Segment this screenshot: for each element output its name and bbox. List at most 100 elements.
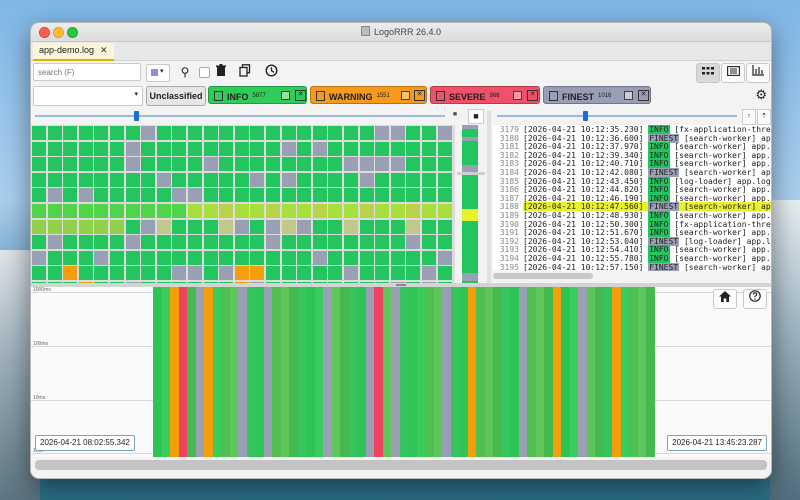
- log-cell[interactable]: [281, 266, 296, 281]
- log-cell[interactable]: [110, 282, 124, 283]
- search-color-picker[interactable]: ▾: [146, 64, 170, 82]
- log-cell[interactable]: [297, 219, 312, 234]
- log-cell[interactable]: [281, 172, 296, 187]
- log-cell[interactable]: [344, 126, 358, 140]
- log-cell[interactable]: [219, 172, 234, 187]
- log-cell[interactable]: [422, 235, 436, 250]
- chart-view-button[interactable]: [746, 63, 770, 83]
- log-cell[interactable]: [375, 282, 390, 283]
- log-cell[interactable]: [188, 141, 202, 156]
- log-cell[interactable]: [110, 126, 124, 140]
- log-cell[interactable]: [141, 266, 156, 281]
- log-cell[interactable]: [219, 235, 234, 250]
- log-cell[interactable]: [437, 250, 452, 265]
- log-cell[interactable]: [188, 235, 202, 250]
- log-cell[interactable]: [266, 282, 280, 283]
- log-cell[interactable]: [281, 188, 296, 203]
- log-cell[interactable]: [203, 188, 218, 203]
- log-cell[interactable]: [188, 219, 202, 234]
- log-cell[interactable]: [110, 235, 124, 250]
- log-cell[interactable]: [390, 204, 405, 218]
- log-cell[interactable]: [297, 266, 312, 281]
- log-cell[interactable]: [328, 172, 343, 187]
- log-cell[interactable]: [390, 219, 405, 234]
- log-cell[interactable]: [125, 157, 140, 172]
- unclassified-toggle[interactable]: Unclassified: [146, 86, 206, 106]
- log-cell[interactable]: [437, 266, 452, 281]
- log-cell[interactable]: [297, 204, 312, 218]
- log-cell[interactable]: [390, 250, 405, 265]
- log-cell[interactable]: [47, 266, 62, 281]
- log-line[interactable]: 3194 [2026-04-21 10:12:55.780] INFO [sear…: [493, 254, 771, 264]
- gear-icon[interactable]: ⚙: [755, 87, 767, 102]
- log-cell[interactable]: [172, 188, 187, 203]
- log-cell[interactable]: [203, 126, 218, 140]
- log-cell[interactable]: [219, 266, 234, 281]
- log-cell[interactable]: [328, 126, 343, 140]
- search-input[interactable]: [33, 63, 141, 81]
- log-cell[interactable]: [344, 250, 358, 265]
- text-view-button[interactable]: [721, 63, 745, 83]
- log-cell[interactable]: [250, 141, 265, 156]
- log-cell[interactable]: [125, 235, 140, 250]
- log-cell[interactable]: [47, 157, 62, 172]
- log-cell[interactable]: [141, 235, 156, 250]
- log-cell[interactable]: [172, 282, 187, 283]
- chip-color-box[interactable]: [401, 91, 410, 100]
- log-line[interactable]: 3184 [2026-04-21 10:12:42.080] FINEST [se…: [493, 168, 771, 178]
- log-cell[interactable]: [78, 266, 93, 281]
- log-cell[interactable]: [312, 141, 327, 156]
- filter-combo[interactable]: ▾: [33, 86, 143, 106]
- log-cell[interactable]: [219, 219, 234, 234]
- log-cell[interactable]: [188, 204, 202, 218]
- log-cell[interactable]: [406, 250, 421, 265]
- log-cell[interactable]: [344, 219, 358, 234]
- log-cell[interactable]: [406, 157, 421, 172]
- log-cell[interactable]: [281, 204, 296, 218]
- log-cell[interactable]: [234, 282, 249, 283]
- log-cell[interactable]: [32, 204, 46, 218]
- log-cell[interactable]: [125, 250, 140, 265]
- filter-chip-severe[interactable]: SEVERE 966 ✕: [430, 86, 540, 104]
- log-cell[interactable]: [78, 219, 93, 234]
- log-cell[interactable]: [94, 235, 109, 250]
- log-cell[interactable]: [78, 141, 93, 156]
- log-cell[interactable]: [390, 235, 405, 250]
- log-cell[interactable]: [172, 126, 187, 140]
- log-line[interactable]: 3195 [2026-04-21 10:12:57.150] FINEST [se…: [493, 262, 771, 271]
- log-cell[interactable]: [94, 157, 109, 172]
- log-cell[interactable]: [110, 250, 124, 265]
- log-cell[interactable]: [156, 235, 171, 250]
- log-cell[interactable]: [250, 172, 265, 187]
- grid-zoom-thumb[interactable]: [134, 111, 139, 121]
- grid-small-icon[interactable]: ■: [452, 111, 458, 118]
- log-cell[interactable]: [375, 266, 390, 281]
- log-cell[interactable]: [266, 172, 280, 187]
- log-cell[interactable]: [203, 204, 218, 218]
- log-cell[interactable]: [110, 204, 124, 218]
- log-cell[interactable]: [141, 141, 156, 156]
- log-cell[interactable]: [375, 157, 390, 172]
- log-cell[interactable]: [375, 204, 390, 218]
- log-cell[interactable]: [156, 157, 171, 172]
- help-icon[interactable]: [743, 289, 767, 309]
- log-cell[interactable]: [422, 157, 436, 172]
- log-cell[interactable]: [422, 188, 436, 203]
- log-cell[interactable]: [344, 282, 358, 283]
- log-cell[interactable]: [188, 266, 202, 281]
- log-cell[interactable]: [203, 141, 218, 156]
- log-cell[interactable]: [437, 219, 452, 234]
- log-cell[interactable]: [156, 141, 171, 156]
- log-cell[interactable]: [141, 250, 156, 265]
- log-cell[interactable]: [78, 188, 93, 203]
- trash-icon[interactable]: [213, 64, 229, 80]
- log-line[interactable]: 3185 [2026-04-21 10:12:43.450] INFO [log-…: [493, 176, 771, 187]
- log-cell[interactable]: [422, 141, 436, 156]
- log-cell[interactable]: [156, 126, 171, 140]
- log-cell[interactable]: [312, 188, 327, 203]
- log-cell[interactable]: [141, 282, 156, 283]
- log-cell[interactable]: [63, 188, 78, 203]
- log-cell[interactable]: [312, 282, 327, 283]
- log-cell[interactable]: [297, 126, 312, 140]
- log-cell[interactable]: [422, 204, 436, 218]
